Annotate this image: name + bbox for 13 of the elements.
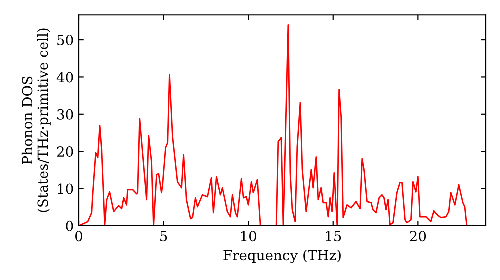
y-tick-label: 50 xyxy=(58,35,74,46)
y-tick-label: 0 xyxy=(66,220,74,232)
x-tick-label: 15 xyxy=(326,231,342,242)
x-axis-title: Frequency (THz) xyxy=(224,250,341,264)
x-tick-label: 5 xyxy=(160,231,168,242)
y-axis-title: Phonon DOS (States/THz·primitive cell) xyxy=(22,28,51,212)
x-tick-label: 20 xyxy=(410,231,426,242)
y-tick-label: 20 xyxy=(57,146,74,158)
x-tick-label: 10 xyxy=(241,231,256,242)
y-tick-label: 40 xyxy=(56,72,74,83)
y-tick-label: 10 xyxy=(58,184,74,194)
x-tick-label: 0 xyxy=(75,231,82,242)
y-tick-label: 30 xyxy=(58,109,74,120)
